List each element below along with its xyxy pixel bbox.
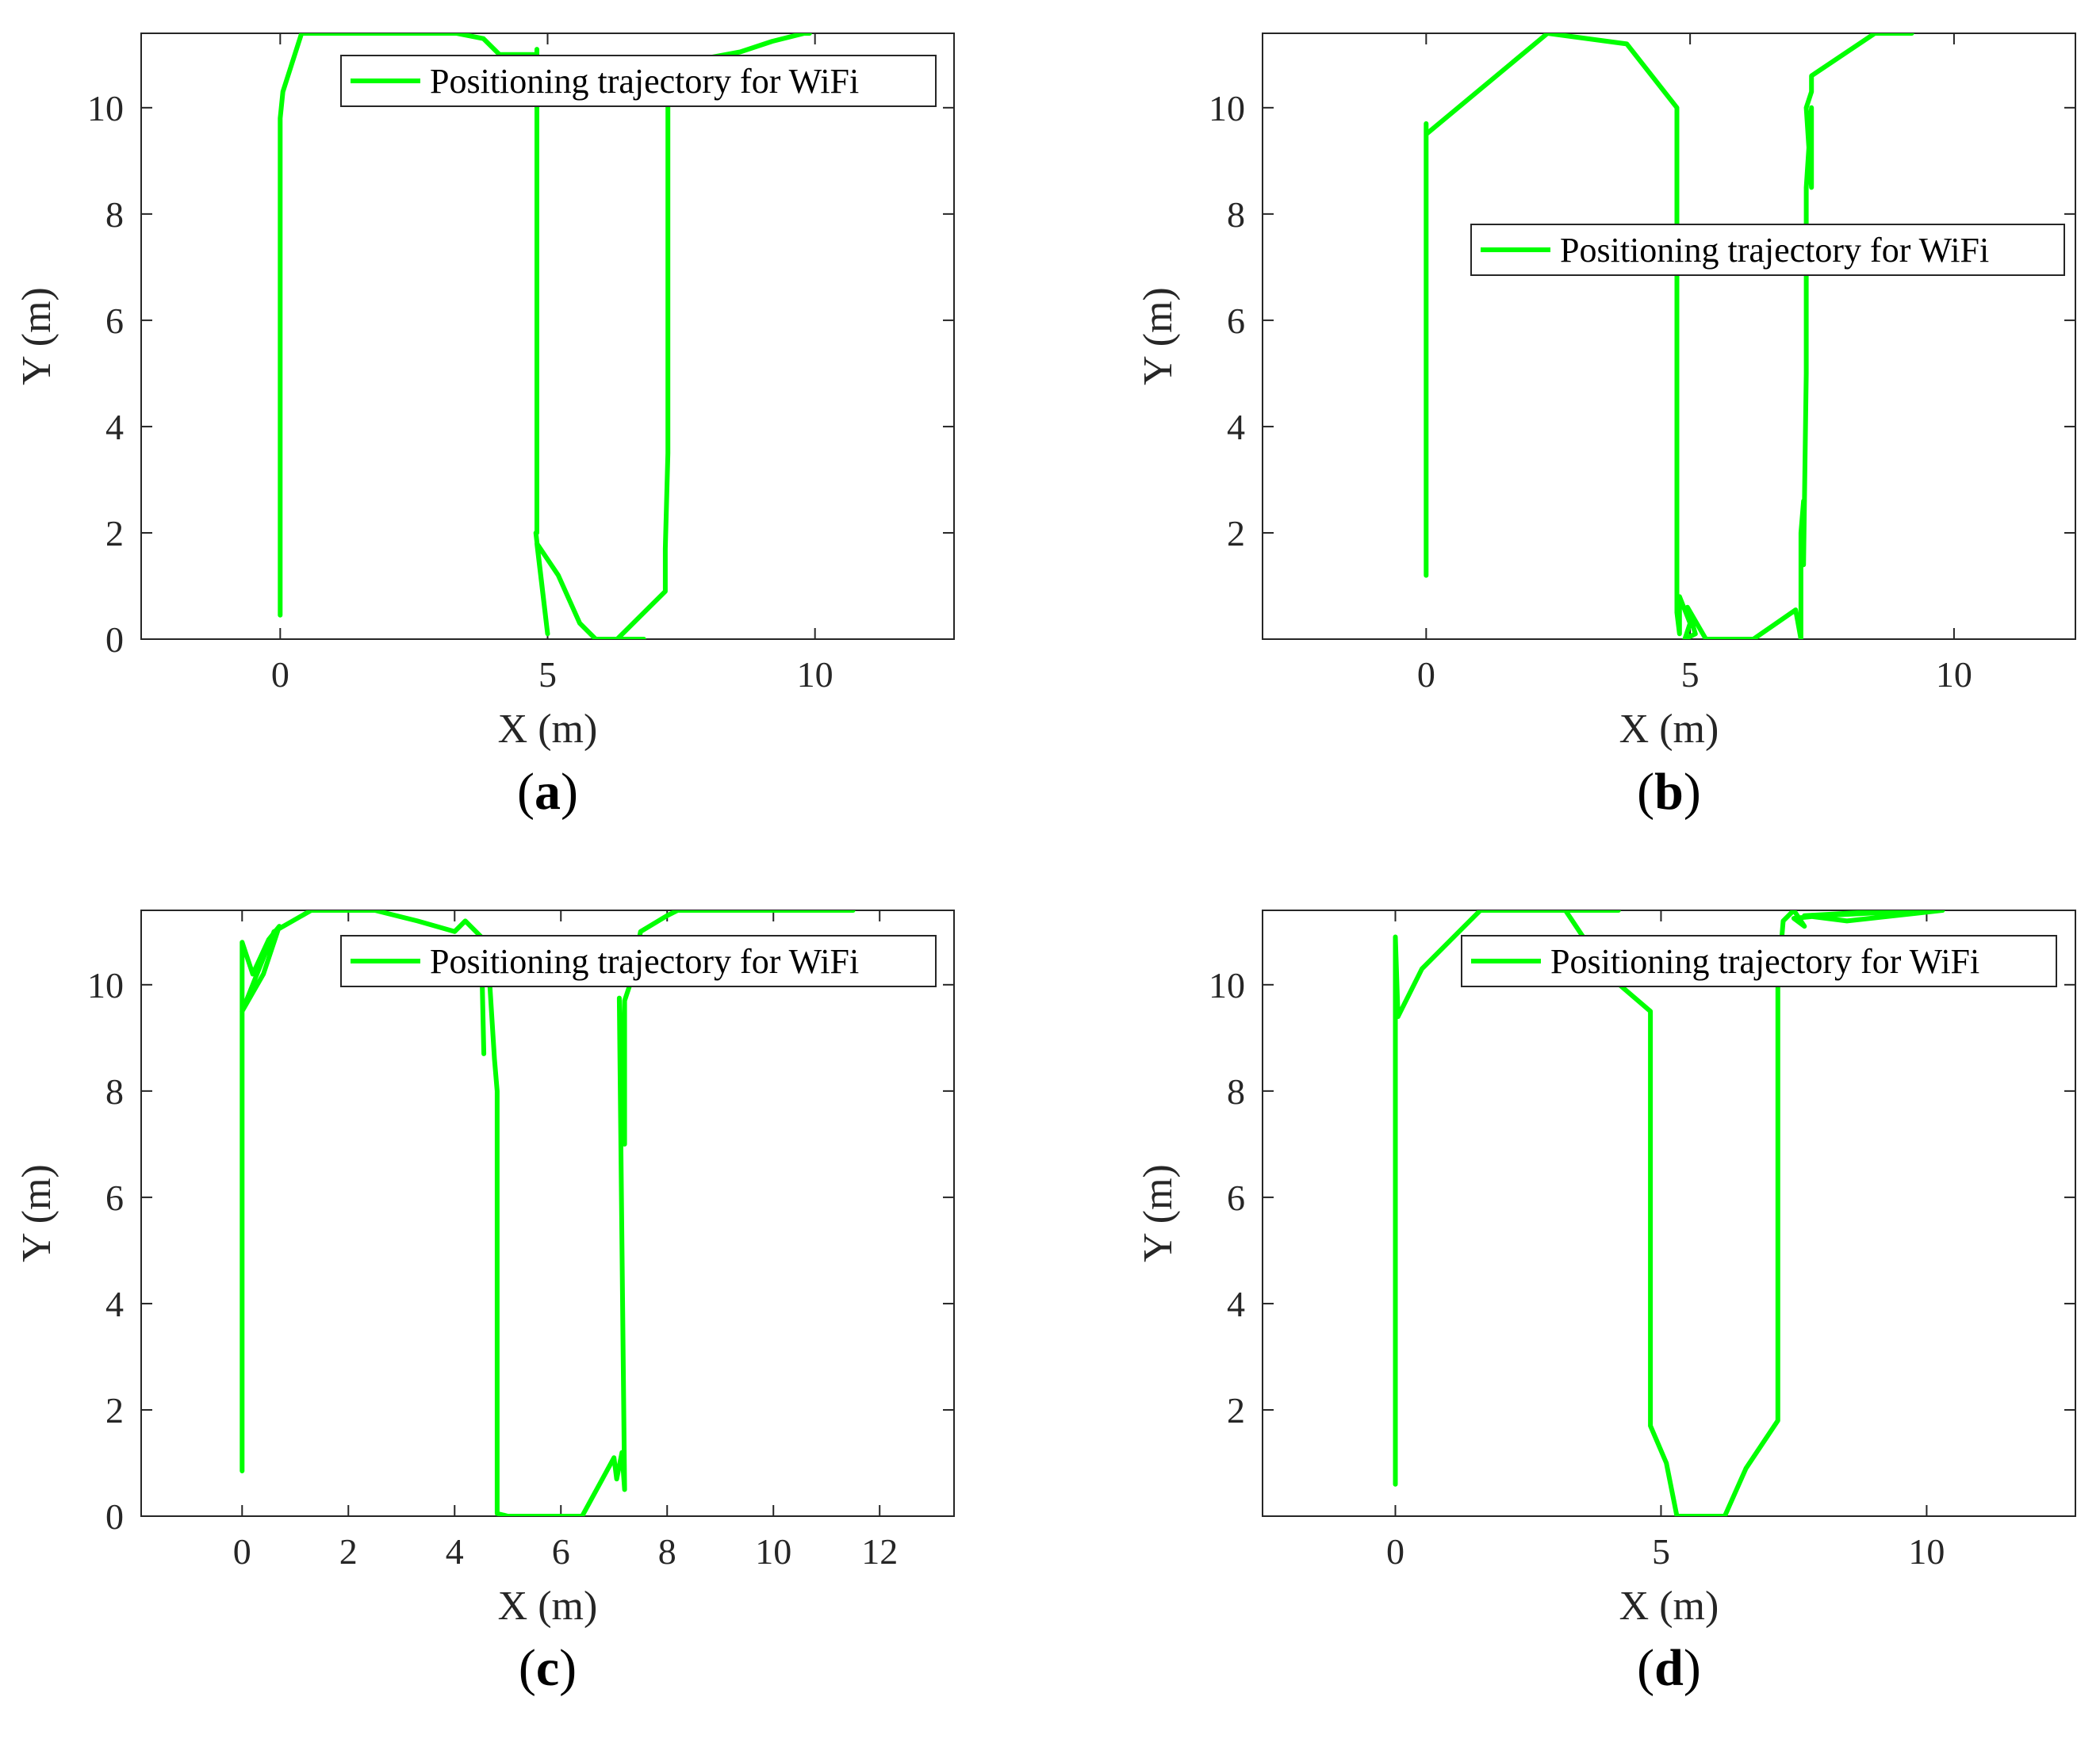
panel-c-chart: 0 2 4 6 8 10 12 0 2 4 6 8 10 X (m) Y (m) Positioning tr… [14,910,955,1697]
panel-b-y-axis-label: Y (m) [1136,287,1181,385]
panel-b-xtick-label: 0 [1417,654,1435,695]
panel-a-ytick-label: 0 [105,619,124,660]
panel-d-xtick-label: 10 [1908,1531,1945,1572]
panel-a-axes-box [140,33,955,640]
panel-b-ytick-label: 8 [1227,194,1245,235]
panel-c-ytick-label: 6 [105,1178,124,1218]
panel-a-label: (a) [517,763,578,821]
panel-b-label: (b) [1637,763,1701,821]
panel-b-series-line [1424,33,1914,639]
panel-d-series-line [1393,910,1945,1516]
panel-c-xtick-label: 10 [755,1531,791,1572]
panel-a-legend-box [340,55,937,107]
panel-c-xtick-label: 0 [233,1531,251,1572]
panel-a-y-axis-label: Y (m) [14,287,59,385]
panel-c-ytick-label: 10 [87,965,124,1005]
panel-d-x-axis-label: X (m) [1619,1584,1719,1629]
panel-c-ytick-label: 8 [105,1071,124,1112]
panel-c-axes-box [140,910,955,1517]
panel-c-xtick-label: 6 [552,1531,570,1572]
panel-a-xtick-label: 5 [538,654,557,695]
panel-b-ytick-label: 10 [1209,88,1245,128]
panel-d-xtick-label: 5 [1652,1531,1670,1572]
panel-d-xtick-label: 0 [1386,1531,1404,1572]
panel-d-label: (d) [1637,1639,1701,1697]
panel-b-ytick-label: 2 [1227,513,1245,553]
panel-c-xtick-label: 2 [339,1531,358,1572]
panel-d-ytick-label: 8 [1227,1071,1245,1112]
panel-a-x-axis-label: X (m) [498,707,598,752]
panel-b-ytick-label: 4 [1227,407,1245,447]
panel-c-x-axis-label: X (m) [498,1584,598,1629]
panel-d-legend: Positioning trajectory for WiFi [1461,935,2057,987]
panel-a-ytick-label: 4 [105,407,124,447]
panel-a-xtick-label: 10 [797,654,833,695]
panel-c-y-axis-label: Y (m) [14,1164,59,1262]
panel-a-chart: 0 5 10 0 2 4 6 8 10 X (m) Y (m) Positioning traject… [14,33,955,821]
panel-c-xtick-label: 8 [658,1531,676,1572]
panel-a-legend: Positioning trajectory for WiFi [340,55,937,107]
panel-c-label: (c) [519,1639,577,1697]
panel-d-ytick-label: 10 [1209,965,1245,1005]
panel-d-y-axis-label: Y (m) [1136,1164,1181,1262]
panel-a-ytick-label: 8 [105,194,124,235]
panel-d-axes-box [1262,910,2076,1517]
panel-c-ytick-label: 2 [105,1390,124,1431]
panel-b-legend: Positioning trajectory for WiFi [1470,224,2065,276]
panel-b-chart: 0 5 10 2 4 6 8 10 X (m) Y (m) Positioning trajecto… [1136,33,2076,821]
panel-c-xtick-label: 4 [446,1531,464,1572]
panel-b-axes-box [1262,33,2076,640]
panel-b-x-axis-label: X (m) [1619,707,1719,752]
panel-a-legend-label: Positioning trajectory for WiFi [430,62,859,101]
panel-b-xtick-label: 5 [1681,654,1700,695]
panel-d-ytick-label: 4 [1227,1284,1245,1324]
panel-c-ytick-label: 4 [105,1284,124,1324]
panel-c-legend: Positioning trajectory for WiFi [340,935,937,987]
panel-a-xtick-label: 0 [271,654,289,695]
panel-b-xtick-label: 10 [1936,654,1972,695]
panel-d-legend-box [1461,935,2057,987]
panel-b-legend-label: Positioning trajectory for WiFi [1560,231,1989,270]
panel-d-ytick-label: 2 [1227,1390,1245,1431]
panel-c-legend-label: Positioning trajectory for WiFi [430,942,859,981]
panel-a-series-line [278,33,812,639]
panel-d-legend-label: Positioning trajectory for WiFi [1550,942,1979,981]
panel-b-ytick-label: 6 [1227,301,1245,341]
panel-d-ytick-label: 6 [1227,1178,1245,1218]
panel-a-ytick-label: 2 [105,513,124,553]
panel-d-chart: 0 5 10 2 4 6 8 10 X (m) Y (m) Positioning trajecto… [1136,910,2076,1697]
panel-c-series-line [240,910,856,1516]
panel-b-legend-box [1470,224,2065,276]
panel-c-ytick-label: 0 [105,1496,124,1537]
panel-a-ytick-label: 6 [105,301,124,341]
panel-c-legend-box [340,935,937,987]
panel-c-xtick-label: 12 [861,1531,898,1572]
panel-a-ytick-label: 10 [87,88,124,128]
